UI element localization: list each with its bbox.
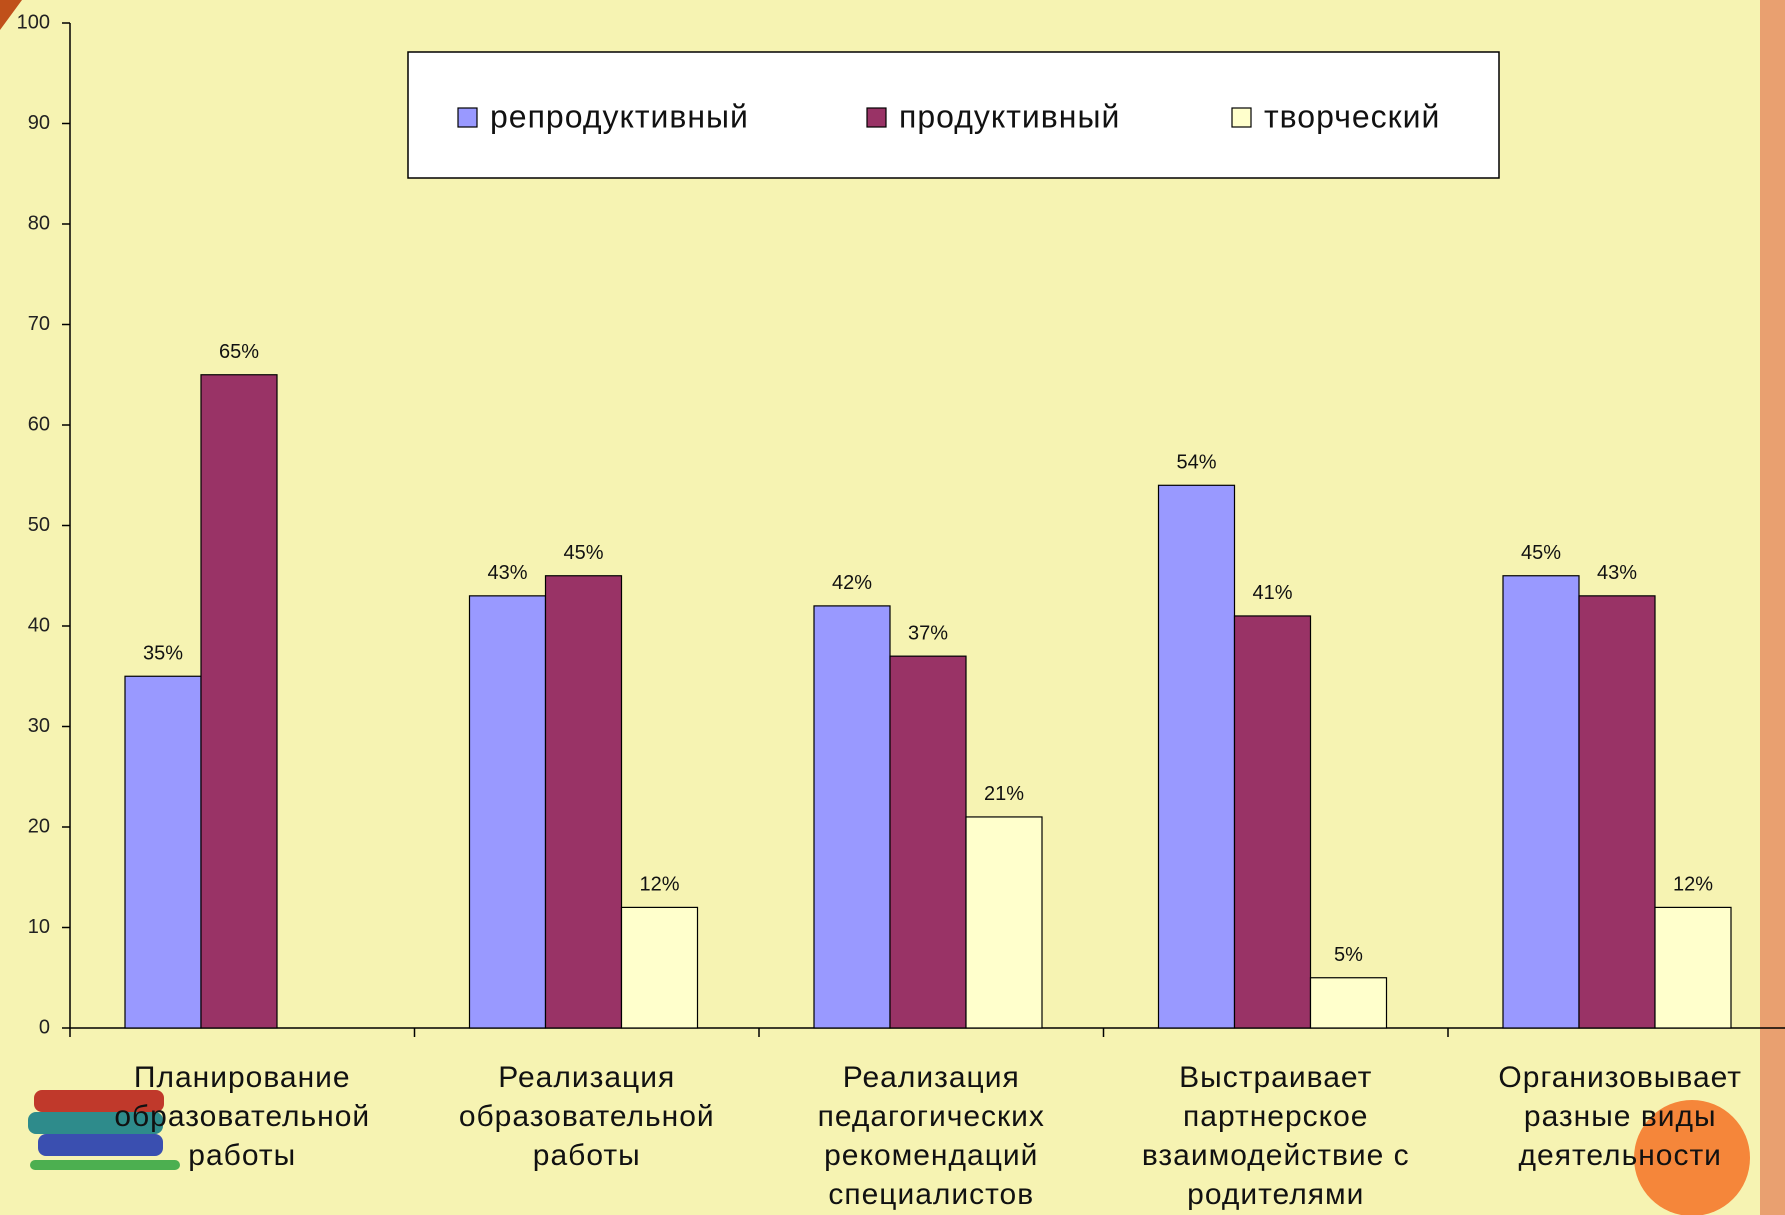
bar [1502, 575, 1580, 1029]
value-label: 5% [1334, 944, 1363, 966]
border-decoration [1760, 0, 1785, 1215]
books-decoration [28, 1090, 180, 1170]
value-label: 45% [563, 542, 603, 564]
y-tick-label: 30 [28, 715, 50, 737]
value-label: 65% [219, 341, 259, 363]
bar [1578, 595, 1656, 1029]
bar [965, 816, 1043, 1029]
y-tick-label: 80 [28, 212, 50, 234]
legend-swatch [866, 107, 887, 128]
bar [1654, 906, 1732, 1029]
corner-decoration [0, 0, 22, 30]
value-label: 45% [1521, 542, 1561, 564]
y-tick-label: 0 [39, 1016, 50, 1038]
x-tick-label: Реализация педагогических рекомендаций с… [817, 1061, 1045, 1211]
value-label: 43% [487, 562, 527, 584]
value-label: 12% [1673, 874, 1713, 896]
value-label: 35% [143, 643, 183, 665]
y-tick-label: 20 [28, 815, 50, 837]
y-tick-label: 50 [28, 514, 50, 536]
y-tick-label: 100 [17, 11, 50, 33]
y-tick-label: 60 [28, 413, 50, 435]
bar [1233, 615, 1312, 1029]
y-tick-label: 10 [28, 916, 50, 938]
legend-box [407, 51, 1500, 179]
value-label: 43% [1597, 562, 1637, 584]
value-label: 37% [908, 622, 948, 644]
bar [124, 675, 202, 1029]
legend-label: продуктивный [899, 98, 1120, 134]
bar [544, 575, 623, 1029]
x-tick-label: Планирование образовательной работы [114, 1061, 371, 1172]
x-tick-label: Организовывает разные виды деятельности [1498, 1061, 1743, 1172]
circle-decoration [1634, 1100, 1750, 1215]
x-tick-label: Выстраивает партнерское взаимодействие с… [1141, 1061, 1410, 1211]
bar [468, 595, 547, 1029]
legend-label: творческий [1264, 98, 1440, 134]
bar [813, 605, 891, 1029]
y-tick-label: 70 [28, 313, 50, 335]
bar [200, 374, 278, 1029]
bar [620, 906, 699, 1029]
legend-swatch [457, 107, 478, 128]
value-label: 42% [832, 572, 872, 594]
bar [889, 655, 967, 1029]
y-tick-label: 40 [28, 614, 50, 636]
y-tick-label: 90 [28, 112, 50, 134]
legend-swatch [1231, 107, 1252, 128]
legend-label: репродуктивный [490, 98, 749, 134]
x-tick-label: Реализация образовательной работы [458, 1061, 715, 1172]
bar [1157, 484, 1236, 1029]
value-label: 21% [984, 783, 1024, 805]
bar [1309, 977, 1388, 1029]
value-label: 54% [1176, 452, 1216, 474]
value-label: 12% [639, 874, 679, 896]
value-label: 41% [1252, 582, 1292, 604]
